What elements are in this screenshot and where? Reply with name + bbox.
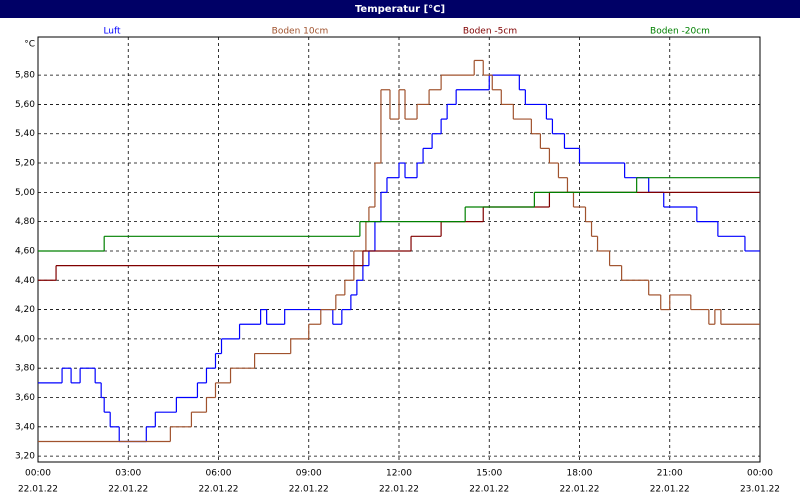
- x-tick-date: 22.01.22: [108, 485, 148, 495]
- y-tick-label: 5,20: [15, 159, 35, 169]
- x-tick-date: 22.01.22: [469, 485, 509, 495]
- x-tick-label: 12:00: [386, 469, 412, 479]
- chart-title: Temperatur [°C]: [355, 4, 445, 15]
- x-tick-label: 18:00: [567, 469, 593, 479]
- x-tick-label: 15:00: [476, 469, 502, 479]
- y-tick-label: 4,20: [15, 305, 35, 315]
- y-unit: °C: [24, 40, 35, 50]
- y-tick-label: 5,00: [15, 188, 35, 198]
- x-tick-label: 00:00: [25, 469, 51, 479]
- legend-entry: Boden -20cm: [650, 27, 710, 37]
- x-tick-label: 21:00: [657, 469, 683, 479]
- x-tick-label: 03:00: [115, 469, 141, 479]
- x-tick-date: 22.01.22: [198, 485, 238, 495]
- y-tick-label: 4,00: [15, 334, 35, 344]
- y-tick-label: 3,40: [15, 422, 35, 432]
- x-tick-date: 22.01.22: [650, 485, 690, 495]
- x-tick-label: 00:00: [747, 469, 773, 479]
- y-tick-label: 4,80: [15, 217, 35, 227]
- x-tick-date: 22.01.22: [18, 485, 58, 495]
- y-tick-label: 5,60: [15, 100, 35, 110]
- y-tick-label: 5,80: [15, 71, 35, 81]
- x-tick-date: 22.01.22: [379, 485, 419, 495]
- x-tick-date: 22.01.22: [559, 485, 599, 495]
- x-tick-label: 09:00: [296, 469, 322, 479]
- y-tick-label: 3,20: [15, 452, 35, 462]
- y-tick-label: 4,60: [15, 246, 35, 256]
- y-tick-label: 3,60: [15, 393, 35, 403]
- x-tick-date: 23.01.22: [740, 485, 780, 495]
- legend-entry: Luft: [103, 27, 121, 37]
- legend-entry: Boden -5cm: [463, 27, 517, 37]
- x-tick-date: 22.01.22: [289, 485, 329, 495]
- y-tick-label: 3,80: [15, 364, 35, 374]
- y-tick-label: 4,40: [15, 276, 35, 286]
- y-tick-label: 5,40: [15, 129, 35, 139]
- title-bar: [0, 0, 800, 18]
- legend-entry: Boden 10cm: [272, 27, 329, 37]
- x-tick-label: 06:00: [206, 469, 232, 479]
